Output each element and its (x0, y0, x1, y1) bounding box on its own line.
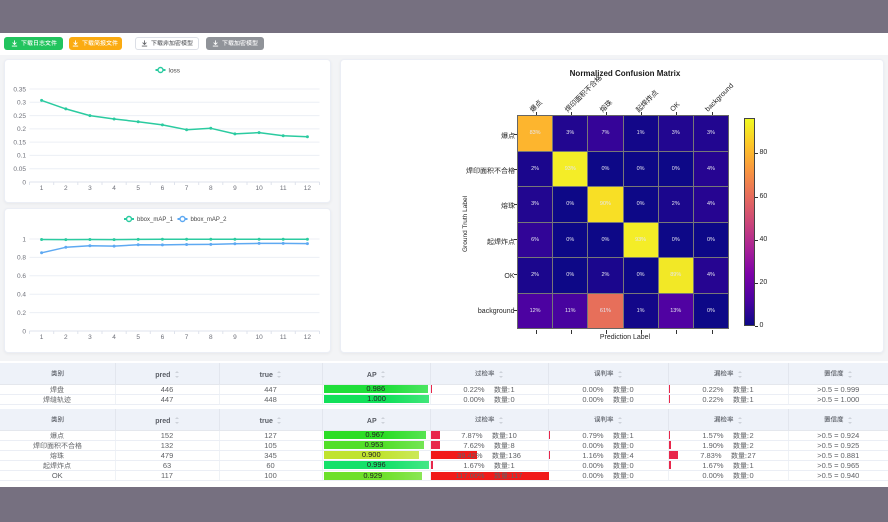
svg-text:0: 0 (22, 179, 26, 186)
svg-text:9: 9 (233, 334, 237, 341)
svg-text:5: 5 (136, 185, 140, 192)
svg-text:0.2: 0.2 (17, 126, 26, 133)
svg-text:0.35: 0.35 (13, 86, 26, 93)
svg-text:0.1: 0.1 (17, 153, 26, 160)
svg-text:1: 1 (40, 334, 44, 341)
svg-text:9: 9 (233, 185, 237, 192)
svg-text:0: 0 (22, 328, 26, 335)
svg-text:2: 2 (64, 185, 68, 192)
svg-text:7: 7 (185, 334, 189, 341)
svg-text:4: 4 (112, 185, 116, 192)
svg-text:1: 1 (22, 236, 26, 243)
svg-text:5: 5 (136, 334, 140, 341)
svg-text:6: 6 (161, 334, 165, 341)
svg-text:3: 3 (88, 185, 92, 192)
svg-text:1: 1 (40, 185, 44, 192)
svg-text:4: 4 (112, 334, 116, 341)
svg-text:6: 6 (161, 185, 165, 192)
svg-text:0.3: 0.3 (17, 100, 26, 107)
svg-text:11: 11 (280, 334, 287, 341)
svg-text:7: 7 (185, 185, 189, 192)
svg-text:10: 10 (255, 334, 263, 341)
svg-text:11: 11 (280, 185, 287, 192)
svg-text:0.4: 0.4 (17, 292, 26, 299)
svg-text:0.15: 0.15 (13, 139, 26, 146)
svg-text:8: 8 (209, 334, 213, 341)
svg-text:8: 8 (209, 185, 213, 192)
svg-text:10: 10 (255, 185, 263, 192)
svg-text:2: 2 (64, 334, 68, 341)
svg-text:bbox_mAP_2: bbox_mAP_2 (191, 217, 228, 223)
svg-text:0.8: 0.8 (17, 255, 26, 262)
svg-text:3: 3 (88, 334, 92, 341)
svg-text:loss: loss (169, 68, 181, 75)
svg-text:12: 12 (304, 185, 312, 192)
svg-text:0.6: 0.6 (17, 273, 26, 280)
svg-text:12: 12 (304, 334, 312, 341)
svg-text:0.25: 0.25 (13, 113, 26, 120)
svg-text:bbox_mAP_1: bbox_mAP_1 (137, 217, 174, 223)
svg-text:0.2: 0.2 (17, 310, 26, 317)
svg-text:0.05: 0.05 (13, 166, 26, 173)
